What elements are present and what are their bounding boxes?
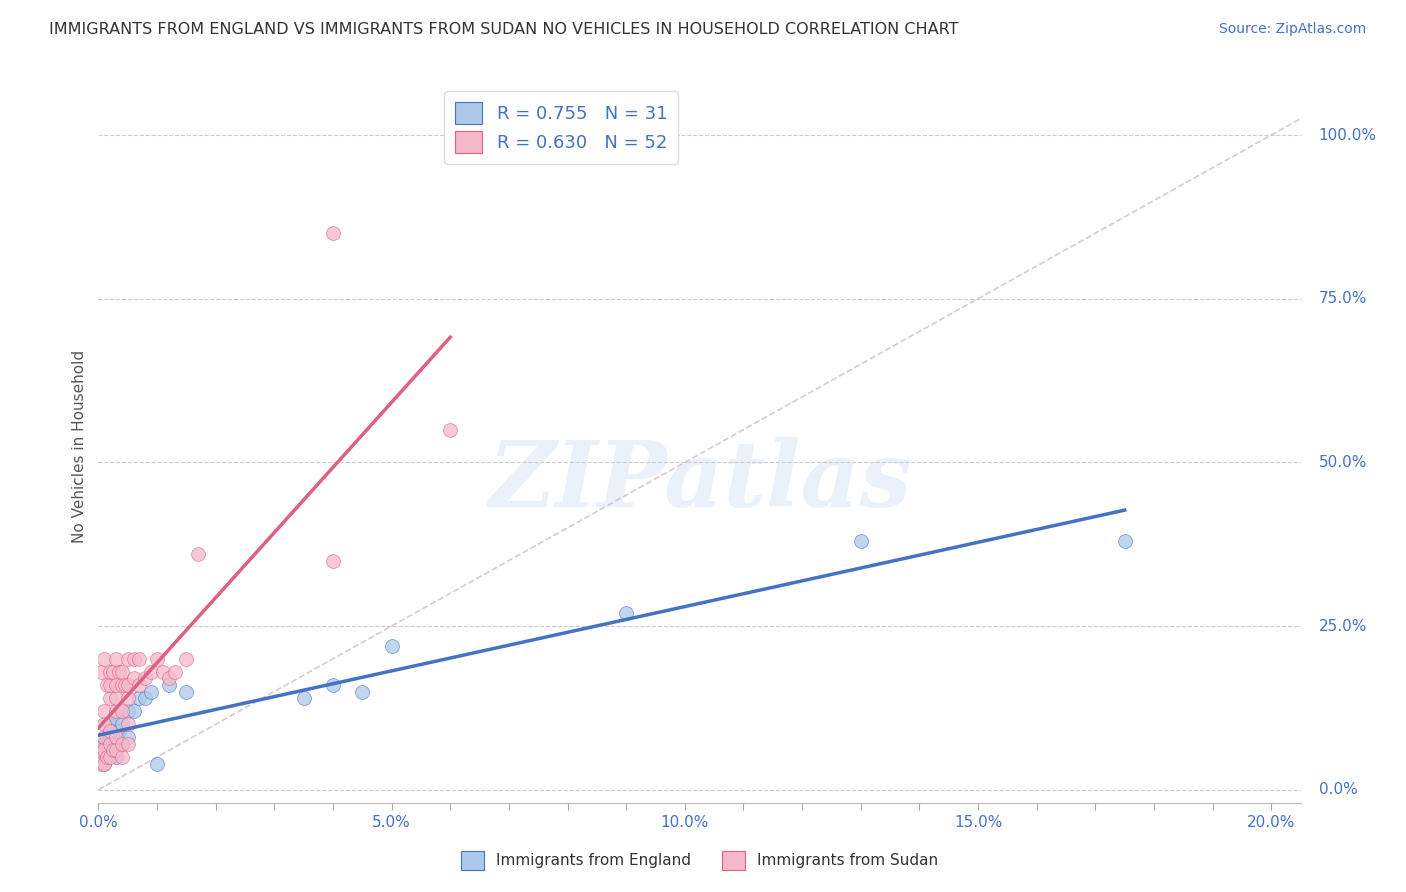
Point	[96, 750, 118, 764]
Point	[105, 704, 128, 718]
Point	[849, 533, 872, 548]
Point	[111, 665, 134, 679]
Point	[105, 691, 128, 706]
Point	[322, 553, 344, 567]
Text: 0.0%: 0.0%	[1319, 782, 1357, 797]
Point	[98, 737, 121, 751]
Point	[146, 756, 169, 771]
Point	[157, 672, 180, 686]
Point	[105, 731, 128, 745]
Text: 75.0%: 75.0%	[1319, 291, 1367, 306]
Point	[134, 691, 156, 706]
Point	[111, 704, 134, 718]
Point	[146, 652, 169, 666]
Y-axis label: No Vehicles in Household: No Vehicles in Household	[72, 350, 87, 542]
Point	[111, 750, 134, 764]
Point	[96, 731, 118, 745]
Point	[93, 756, 115, 771]
Point	[117, 717, 139, 731]
Point	[141, 684, 163, 698]
Point	[105, 711, 128, 725]
Point	[122, 704, 145, 718]
Point	[111, 678, 134, 692]
Point	[101, 665, 124, 679]
Point	[93, 704, 115, 718]
Point	[176, 652, 198, 666]
Point	[98, 717, 121, 731]
Point	[117, 737, 139, 751]
Point	[157, 678, 180, 692]
Point	[614, 606, 637, 620]
Point	[114, 678, 136, 692]
Point	[108, 723, 131, 738]
Point	[105, 678, 128, 692]
Point	[128, 678, 150, 692]
Point	[152, 665, 174, 679]
Point	[128, 691, 150, 706]
Point	[105, 652, 128, 666]
Point	[93, 652, 115, 666]
Point	[111, 717, 134, 731]
Point	[117, 652, 139, 666]
Text: 100.0%: 100.0%	[1319, 128, 1376, 143]
Point	[98, 665, 121, 679]
Point	[1114, 533, 1136, 548]
Point	[187, 547, 209, 561]
Point	[111, 737, 134, 751]
Point	[105, 750, 128, 764]
Point	[93, 756, 115, 771]
Point	[176, 684, 198, 698]
Point	[108, 665, 131, 679]
Point	[90, 665, 112, 679]
Point	[105, 743, 128, 757]
Legend: Immigrants from England, Immigrants from Sudan: Immigrants from England, Immigrants from…	[453, 843, 946, 877]
Point	[98, 678, 121, 692]
Point	[117, 691, 139, 706]
Point	[96, 678, 118, 692]
Text: Source: ZipAtlas.com: Source: ZipAtlas.com	[1219, 22, 1367, 37]
Point	[89, 743, 111, 757]
Point	[128, 652, 150, 666]
Point	[117, 731, 139, 745]
Point	[90, 756, 112, 771]
Point	[101, 737, 124, 751]
Point	[101, 743, 124, 757]
Point	[98, 750, 121, 764]
Point	[292, 691, 315, 706]
Point	[439, 423, 461, 437]
Point	[93, 743, 115, 757]
Point	[322, 226, 344, 240]
Point	[98, 743, 121, 757]
Point	[98, 691, 121, 706]
Point	[322, 678, 344, 692]
Point	[111, 737, 134, 751]
Point	[122, 672, 145, 686]
Text: 25.0%: 25.0%	[1319, 618, 1367, 633]
Point	[93, 717, 115, 731]
Point	[117, 704, 139, 718]
Point	[93, 737, 115, 751]
Point	[117, 678, 139, 692]
Point	[352, 684, 374, 698]
Point	[163, 665, 186, 679]
Point	[105, 731, 128, 745]
Point	[90, 743, 112, 757]
Point	[122, 652, 145, 666]
Point	[93, 731, 115, 745]
Point	[134, 672, 156, 686]
Point	[98, 723, 121, 738]
Text: IMMIGRANTS FROM ENGLAND VS IMMIGRANTS FROM SUDAN NO VEHICLES IN HOUSEHOLD CORREL: IMMIGRANTS FROM ENGLAND VS IMMIGRANTS FR…	[49, 22, 959, 37]
Point	[141, 665, 163, 679]
Point	[381, 639, 404, 653]
Text: 50.0%: 50.0%	[1319, 455, 1367, 470]
Point	[96, 750, 118, 764]
Point	[98, 731, 121, 745]
Text: ZIPatlas: ZIPatlas	[488, 437, 911, 526]
